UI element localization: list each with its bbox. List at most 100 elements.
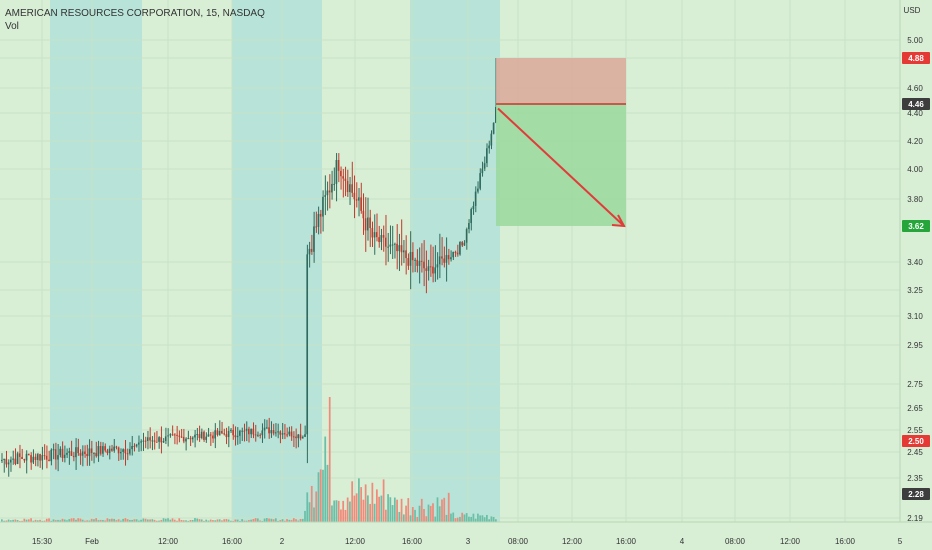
time-tick-label: 15:30	[32, 537, 53, 546]
candle-body	[425, 268, 428, 271]
candle-body	[131, 445, 133, 450]
candle-body	[434, 267, 437, 274]
candle-body	[45, 455, 48, 460]
trend-arrow[interactable]	[497, 107, 625, 227]
candle-body	[128, 449, 131, 454]
candle-body	[443, 258, 445, 263]
volume-bar	[393, 497, 396, 522]
candle-body	[182, 436, 185, 442]
candle-body	[140, 441, 142, 443]
candle-body	[39, 454, 41, 461]
candle-body	[342, 176, 344, 179]
volume-bar	[104, 520, 107, 522]
candle-body	[463, 242, 466, 246]
candle-body	[483, 163, 486, 169]
volume-bar	[360, 487, 363, 522]
volume-bar	[218, 519, 221, 522]
volume-bar	[281, 519, 284, 522]
volume-bar	[227, 519, 230, 522]
volume-bar	[191, 519, 194, 522]
volume-bar	[225, 519, 228, 522]
volume-bar	[131, 519, 133, 522]
volume-bar	[324, 436, 327, 522]
stop-loss-zone[interactable]	[496, 58, 626, 104]
volume-bar	[111, 518, 113, 522]
volume-bar	[75, 519, 77, 522]
volume-bar	[474, 518, 477, 522]
candle-body	[468, 223, 470, 230]
volume-bar	[72, 518, 75, 522]
time-tick-label: 08:00	[725, 537, 746, 546]
volume-bar	[468, 516, 470, 522]
take-profit-zone[interactable]	[496, 104, 626, 226]
candle-body	[441, 256, 443, 259]
volume-bar	[263, 518, 266, 522]
candle-body	[380, 235, 383, 243]
candle-body	[288, 431, 291, 435]
candle-body	[254, 434, 257, 436]
candle-body	[450, 257, 452, 260]
time-tick-label: 2	[280, 537, 285, 546]
candle-body	[102, 446, 104, 454]
candle-body	[18, 453, 21, 457]
volume-bar	[106, 518, 109, 522]
volume-bar	[331, 505, 333, 522]
candle-body	[319, 213, 322, 217]
candle-body	[43, 455, 46, 457]
candle-body	[486, 148, 488, 164]
price-tick-label: 2.65	[907, 404, 923, 413]
candle-body	[142, 440, 145, 442]
candle-body	[265, 427, 268, 429]
candle-body	[106, 450, 109, 454]
candle-body	[391, 244, 394, 246]
candle-body	[301, 436, 304, 439]
volume-bar	[164, 518, 167, 522]
price-tick-label: 4.00	[907, 165, 923, 174]
candle-body	[405, 250, 407, 259]
chart-legend: AMERICAN RESOURCES CORPORATION, 15, NASD…	[5, 7, 265, 33]
volume-bar	[362, 499, 365, 522]
candle-body	[236, 435, 239, 438]
volume-bar	[265, 518, 268, 522]
volume-bar	[209, 519, 212, 522]
volume-bar	[223, 519, 226, 522]
volume-bar	[344, 509, 347, 522]
volume-bar	[88, 520, 91, 522]
volume-bar	[212, 520, 214, 522]
candle-body	[79, 453, 82, 456]
volume-bar	[135, 519, 138, 522]
candle-body	[50, 449, 53, 462]
volume-bar	[61, 518, 64, 522]
volume-bar	[232, 520, 235, 522]
candle-body	[411, 251, 414, 261]
volume-bar	[400, 498, 403, 522]
candle-body	[389, 244, 392, 247]
volume-bar	[180, 519, 183, 522]
arrow-head	[611, 214, 626, 228]
candle-body	[326, 190, 329, 196]
candle-body	[317, 213, 320, 227]
candle-body	[409, 251, 412, 266]
candle-body	[16, 453, 19, 464]
volume-bar	[155, 520, 158, 522]
candle-body	[230, 429, 232, 431]
volume-bar	[41, 520, 44, 522]
volume-bar	[301, 518, 304, 522]
candle-body	[268, 427, 270, 434]
volume-bar	[122, 518, 124, 522]
volume-bar	[205, 519, 208, 522]
volume-bar	[342, 500, 345, 522]
candle-body	[436, 264, 439, 268]
volume-bar	[68, 519, 71, 522]
volume-bar	[194, 518, 196, 522]
volume-bar	[144, 518, 147, 522]
candle-body	[113, 446, 115, 451]
volume-bar	[367, 495, 369, 522]
candle-body	[283, 433, 286, 435]
volume-bar	[274, 518, 277, 522]
volume-bar	[405, 505, 407, 522]
price-tick-label: 2.35	[907, 474, 923, 483]
candle-body	[402, 250, 405, 253]
volume-bar	[432, 503, 434, 522]
